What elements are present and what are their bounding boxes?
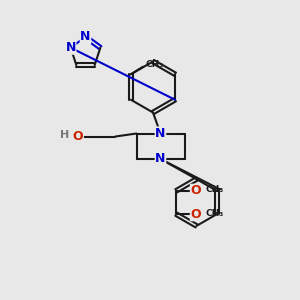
Text: O: O bbox=[73, 130, 83, 143]
Text: O: O bbox=[190, 208, 201, 221]
Text: O: O bbox=[190, 184, 201, 197]
Text: CH₃: CH₃ bbox=[206, 209, 224, 218]
Text: N: N bbox=[65, 41, 76, 54]
Text: CH₃: CH₃ bbox=[206, 185, 224, 194]
Text: CH₃: CH₃ bbox=[145, 61, 164, 70]
Text: N: N bbox=[155, 127, 166, 140]
Text: H: H bbox=[60, 130, 69, 140]
Text: N: N bbox=[155, 152, 166, 166]
Text: N: N bbox=[80, 30, 91, 44]
